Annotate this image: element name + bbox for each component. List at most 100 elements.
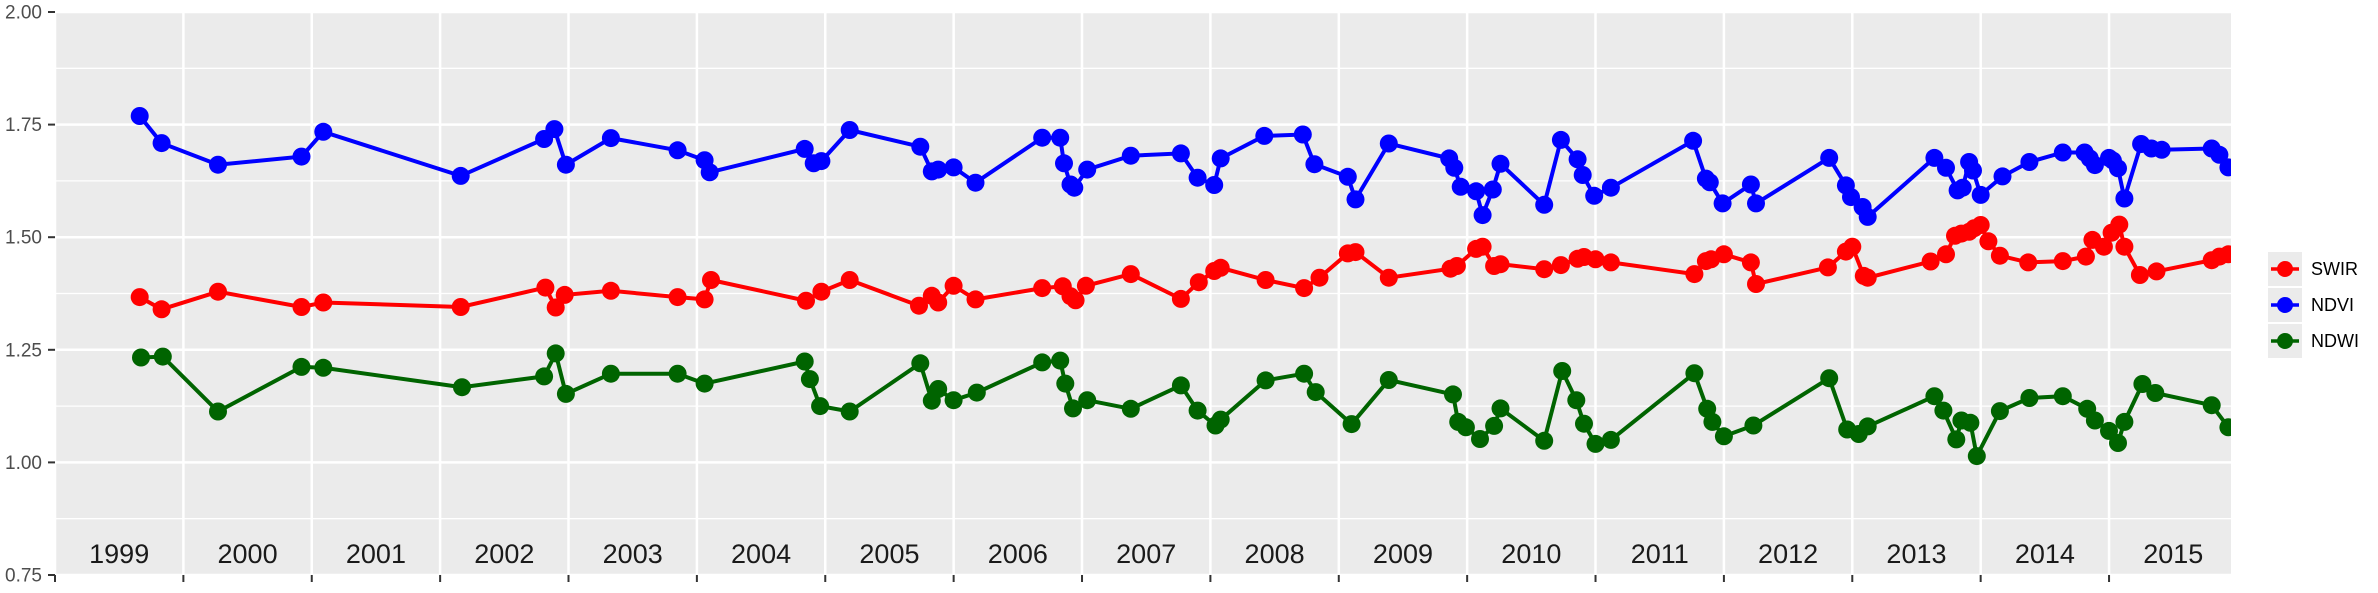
ndvi-point — [1535, 195, 1554, 214]
ndwi-point — [1342, 415, 1361, 434]
ndwi-point — [535, 367, 554, 386]
legend: SWIR NDVI NDWI — [2268, 252, 2359, 358]
ndwi-point — [1188, 401, 1207, 420]
ndvi-point — [1993, 167, 2012, 186]
x-year-label: 2009 — [1373, 539, 1433, 569]
ndvi-point — [1346, 190, 1365, 209]
ndvi-point — [314, 122, 333, 141]
ndwi-point — [546, 344, 565, 363]
ndvi-point — [700, 163, 719, 182]
ndwi-point — [1056, 374, 1075, 393]
x-year-label: 2011 — [1631, 539, 1689, 569]
x-year-label: 2002 — [474, 539, 534, 569]
ndwi-point — [668, 364, 687, 383]
swir-point — [152, 300, 171, 319]
swir-point — [555, 285, 574, 304]
ndwi-point — [1485, 416, 1504, 435]
x-year-label: 2001 — [346, 539, 406, 569]
ndvi-point — [545, 120, 564, 139]
y-tick-label: 1.00 — [5, 453, 42, 474]
legend-key-box — [2268, 288, 2302, 322]
swir-point — [1171, 289, 1190, 308]
swir-point — [1491, 255, 1510, 274]
x-year-label: 2013 — [1886, 539, 1946, 569]
swir-point — [1535, 260, 1554, 279]
x-year-label: 2010 — [1501, 539, 1561, 569]
swir-point — [2019, 253, 2038, 272]
ndvi-point — [2109, 159, 2127, 178]
ndvi-point — [1858, 207, 1877, 226]
y-tick-label: 1.25 — [5, 340, 42, 361]
ndwi-point — [1714, 427, 1733, 446]
ndvi-point — [2115, 189, 2134, 208]
ndvi-point — [209, 155, 227, 174]
swir-point — [944, 276, 963, 295]
ndvi-point — [1551, 130, 1570, 149]
swir-point — [1379, 268, 1398, 287]
swir-point — [1121, 265, 1140, 284]
swir-point — [966, 290, 985, 309]
swir-point — [209, 282, 227, 301]
swir-point — [797, 291, 815, 310]
swir-point — [2147, 262, 2166, 281]
ndvi-point — [966, 173, 985, 192]
legend-key-box — [2268, 252, 2302, 286]
swir-point — [1818, 258, 1837, 277]
ndwi-point — [314, 358, 333, 377]
swir-point — [812, 282, 831, 301]
legend-label: NDWI — [2311, 331, 2359, 351]
ndwi-point — [153, 347, 172, 366]
ndwi-point — [1744, 416, 1763, 435]
swir-point — [2115, 237, 2134, 256]
ndwi-point — [929, 380, 948, 398]
swir-point — [536, 278, 555, 297]
ndvi-point — [1747, 194, 1765, 213]
ndwi-point — [2202, 396, 2221, 415]
swir-point — [2110, 215, 2129, 234]
x-axis-labels: 1999 2000 2001 2002 2003 2004 2005 2006 2007 2008… — [89, 539, 2203, 569]
swir-point — [1066, 291, 1085, 310]
ndvi-point — [2053, 143, 2072, 162]
ndvi-point — [840, 121, 859, 139]
ndwi-point — [132, 348, 150, 367]
legend-label: SWIR — [2311, 259, 2358, 279]
ndvi-point — [1491, 154, 1510, 173]
y-tick-label: 1.75 — [5, 115, 42, 136]
ndvi-point — [944, 158, 963, 177]
x-year-label: 2007 — [1116, 539, 1176, 569]
swir-point — [1473, 237, 1492, 256]
ndwi-point — [967, 383, 986, 402]
ndvi-point — [1820, 148, 1839, 167]
legend-item-ndwi: NDWI — [2268, 324, 2359, 358]
ndvi-point — [1451, 177, 1470, 196]
swir-point — [1551, 256, 1570, 275]
ndvi-point — [1121, 146, 1140, 165]
ndvi-point — [1305, 155, 1324, 174]
series-ndvi — [130, 107, 2231, 226]
ndwi-point — [1535, 431, 1554, 450]
x-year-label: 2005 — [859, 539, 919, 569]
x-year-label: 2012 — [1758, 539, 1818, 569]
swir-point — [1447, 257, 1466, 275]
ndwi-point — [1256, 371, 1275, 390]
swir-point — [1189, 273, 1208, 292]
ndwi-point — [1471, 430, 1489, 448]
x-year-label: 2008 — [1245, 539, 1305, 569]
ndwi-point — [1961, 413, 1980, 432]
ndvi-point — [1964, 161, 1982, 180]
ndvi-point — [1445, 158, 1464, 177]
legend-item-swir: SWIR — [2268, 252, 2359, 286]
swir-point — [1685, 265, 1704, 284]
swir-point — [2076, 247, 2095, 266]
ndvi-point — [601, 129, 620, 148]
swir-point — [695, 290, 714, 309]
swir-point — [1747, 275, 1765, 293]
ndwi-point — [1078, 391, 1097, 410]
swir-point — [546, 298, 565, 317]
ndwi-point — [1567, 391, 1586, 410]
ndwi-point — [1586, 434, 1605, 453]
ndvi-point — [2020, 153, 2039, 171]
ndwi-point — [2053, 387, 2072, 406]
swir-point — [1586, 250, 1605, 269]
